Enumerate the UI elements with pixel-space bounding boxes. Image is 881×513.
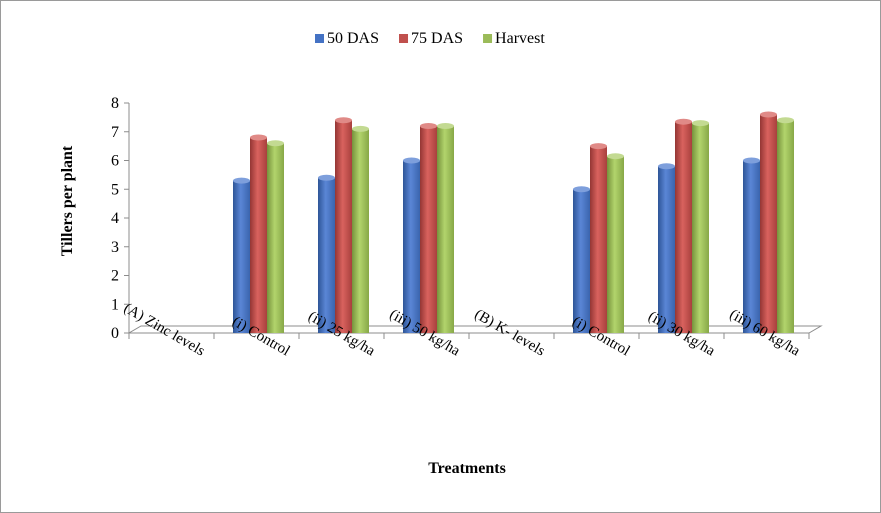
y-tick-label: 1 bbox=[111, 296, 119, 313]
y-tick-label: 8 bbox=[111, 95, 119, 112]
x-axis-title: Treatments bbox=[428, 460, 506, 477]
y-tick-label: 5 bbox=[111, 181, 119, 198]
legend-label: 75 DAS bbox=[411, 30, 463, 47]
bar-50-das bbox=[743, 157, 760, 333]
y-tick-label: 6 bbox=[111, 153, 119, 170]
y-axis-title: Tillers per plant bbox=[59, 145, 76, 256]
bar-harvest bbox=[607, 153, 624, 333]
bars bbox=[233, 111, 794, 333]
bar-harvest bbox=[777, 117, 794, 333]
bar-75-das bbox=[675, 118, 692, 333]
bar-75-das bbox=[590, 143, 607, 333]
legend-item: Harvest bbox=[483, 30, 545, 47]
y-tick-label: 3 bbox=[111, 239, 119, 256]
legend-item: 75 DAS bbox=[399, 30, 463, 47]
bar-75-das bbox=[760, 111, 777, 333]
bar-harvest bbox=[692, 120, 709, 333]
legend: 50 DAS 75 DAS Harvest bbox=[315, 30, 545, 47]
y-tick-label: 0 bbox=[111, 325, 119, 342]
legend-swatch bbox=[483, 34, 493, 43]
bar-50-das bbox=[233, 177, 250, 333]
bar-50-das bbox=[658, 163, 675, 333]
bar-50-das bbox=[403, 157, 420, 333]
bar-50-das bbox=[573, 186, 590, 333]
bar-harvest bbox=[267, 140, 284, 333]
legend-swatch bbox=[399, 34, 409, 43]
axes: 0 1 2 3 4 5 6 7 8 bbox=[111, 95, 823, 342]
y-tick-label: 2 bbox=[111, 268, 119, 285]
bar-50-das bbox=[318, 174, 335, 333]
bar-harvest bbox=[352, 125, 369, 333]
bar-harvest bbox=[437, 123, 454, 333]
legend-swatch bbox=[315, 34, 324, 43]
legend-item: 50 DAS bbox=[315, 30, 379, 47]
legend-label: 50 DAS bbox=[327, 30, 379, 47]
y-tick-label: 4 bbox=[111, 210, 119, 227]
bar-75-das bbox=[420, 123, 437, 333]
legend-label: Harvest bbox=[495, 30, 545, 47]
bar-75-das bbox=[335, 117, 352, 333]
y-tick-label: 7 bbox=[111, 124, 119, 141]
bar-75-das bbox=[250, 134, 267, 333]
